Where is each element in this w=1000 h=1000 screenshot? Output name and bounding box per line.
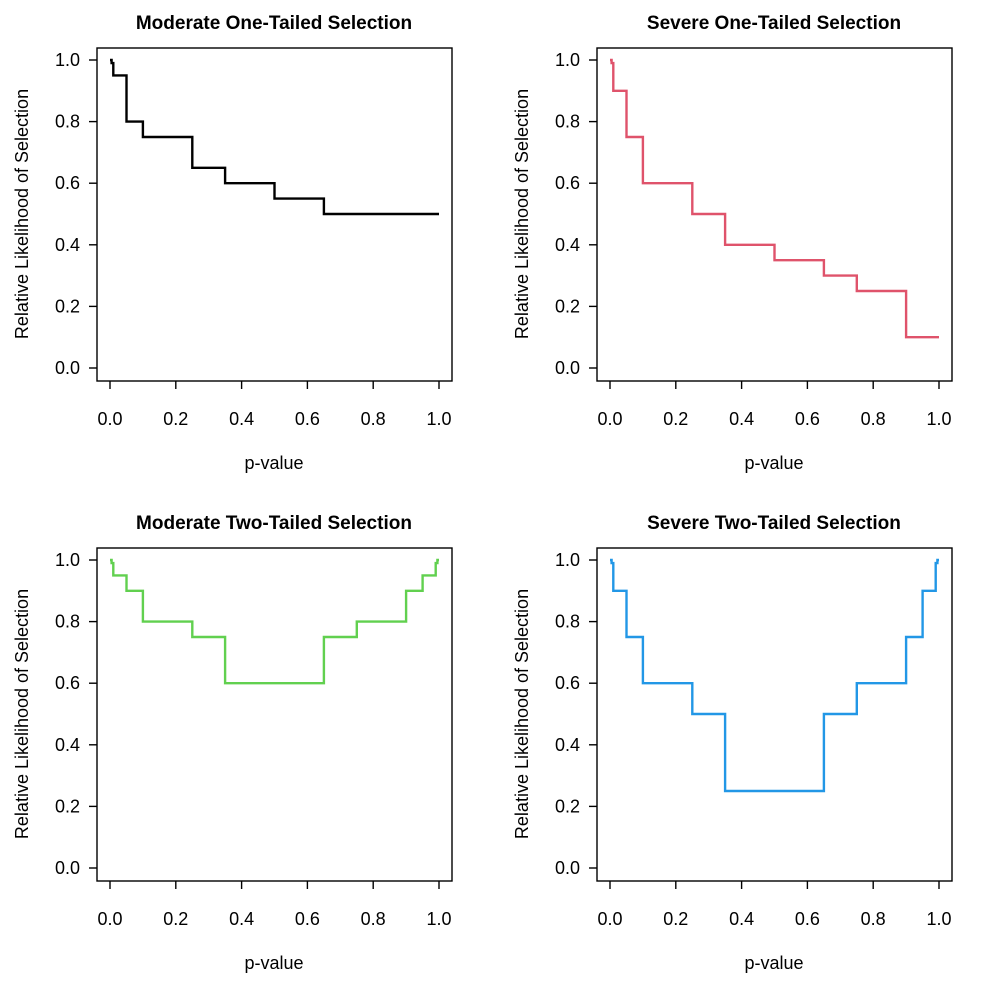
plot-box xyxy=(96,547,453,882)
y-tick-label: 1.0 xyxy=(555,50,580,70)
panel-severe-one-tailed: Severe One-Tailed Selection Relative Lik… xyxy=(500,0,1000,500)
y-tick-label: 0.8 xyxy=(555,112,580,132)
x-tick-label: 0.2 xyxy=(663,909,688,929)
x-tick-label: 1.0 xyxy=(426,409,451,429)
axis-ticks: 0.0 0.2 0.4 0.6 0.8 1.0 0.0 0.2 0.4 0.6 0.8 1.0 xyxy=(55,50,452,429)
x-tick-label: 0.8 xyxy=(861,409,886,429)
y-tick-label: 0.4 xyxy=(555,235,580,255)
x-tick-label: 0.4 xyxy=(229,409,254,429)
x-tick-label: 0.6 xyxy=(295,909,320,929)
y-tick-label: 1.0 xyxy=(555,550,580,570)
x-tick-label: 0.4 xyxy=(729,409,754,429)
step-line xyxy=(110,558,439,685)
y-tick-label: 0.0 xyxy=(55,858,80,878)
panel-moderate-two-tailed: Moderate Two-Tailed Selection Relative L… xyxy=(0,500,500,1000)
axis-ticks: 0.0 0.2 0.4 0.6 0.8 1.0 0.0 0.2 0.4 0.6 0.8 1.0 xyxy=(555,550,952,929)
x-tick-label: 0.4 xyxy=(229,909,254,929)
chart-severe-one-tailed: Severe One-Tailed Selection Relative Lik… xyxy=(512,13,953,473)
chart-title: Severe One-Tailed Selection xyxy=(647,13,901,34)
y-tick-label: 0.0 xyxy=(55,358,80,378)
y-tick-label: 0.8 xyxy=(55,112,80,132)
y-tick-label: 1.0 xyxy=(55,550,80,570)
axis-ticks: 0.0 0.2 0.4 0.6 0.8 1.0 0.0 0.2 0.4 0.6 0.8 1.0 xyxy=(555,50,952,429)
plot-box xyxy=(596,47,953,382)
x-tick-label: 0.4 xyxy=(729,909,754,929)
y-axis-label: Relative Likelihood of Selection xyxy=(512,589,532,839)
panel-severe-two-tailed: Severe Two-Tailed Selection Relative Lik… xyxy=(500,500,1000,1000)
chart-title: Moderate Two-Tailed Selection xyxy=(136,513,412,534)
y-tick-label: 0.2 xyxy=(55,296,80,316)
step-line xyxy=(610,558,939,793)
x-tick-label: 0.6 xyxy=(295,409,320,429)
y-tick-label: 0.4 xyxy=(555,735,580,755)
plot-box xyxy=(596,547,953,882)
y-tick-label: 0.0 xyxy=(555,358,580,378)
x-tick-label: 0.6 xyxy=(795,409,820,429)
x-tick-label: 0.2 xyxy=(163,409,188,429)
y-axis-label: Relative Likelihood of Selection xyxy=(12,89,32,339)
y-tick-label: 0.4 xyxy=(55,235,80,255)
chart-moderate-two-tailed: Moderate Two-Tailed Selection Relative L… xyxy=(12,513,453,973)
axis-ticks: 0.0 0.2 0.4 0.6 0.8 1.0 0.0 0.2 0.4 0.6 0.8 1.0 xyxy=(55,550,452,929)
plot-box xyxy=(96,47,453,382)
y-tick-label: 0.0 xyxy=(555,858,580,878)
x-tick-label: 1.0 xyxy=(926,409,951,429)
x-tick-label: 1.0 xyxy=(426,909,451,929)
step-line xyxy=(110,58,439,216)
x-tick-label: 0.0 xyxy=(597,409,622,429)
x-tick-label: 0.2 xyxy=(163,909,188,929)
y-tick-label: 0.2 xyxy=(55,796,80,816)
chart-severe-two-tailed: Severe Two-Tailed Selection Relative Lik… xyxy=(512,513,953,973)
x-tick-label: 0.8 xyxy=(361,909,386,929)
x-axis-label: p-value xyxy=(744,453,803,473)
x-tick-label: 0.8 xyxy=(361,409,386,429)
x-tick-label: 0.6 xyxy=(795,909,820,929)
y-tick-label: 0.6 xyxy=(55,673,80,693)
x-tick-label: 0.2 xyxy=(663,409,688,429)
x-tick-label: 0.0 xyxy=(597,909,622,929)
chart-moderate-one-tailed: Moderate One-Tailed Selection Relative L… xyxy=(12,13,453,473)
y-tick-label: 0.8 xyxy=(555,612,580,632)
y-axis-label: Relative Likelihood of Selection xyxy=(512,89,532,339)
panel-moderate-one-tailed: Moderate One-Tailed Selection Relative L… xyxy=(0,0,500,500)
y-tick-label: 0.6 xyxy=(555,173,580,193)
x-tick-label: 0.8 xyxy=(861,909,886,929)
x-tick-label: 0.0 xyxy=(97,909,122,929)
y-tick-label: 1.0 xyxy=(55,50,80,70)
y-tick-label: 0.4 xyxy=(55,735,80,755)
chart-title: Severe Two-Tailed Selection xyxy=(647,513,901,534)
y-axis-label: Relative Likelihood of Selection xyxy=(12,589,32,839)
y-tick-label: 0.6 xyxy=(555,673,580,693)
x-tick-label: 1.0 xyxy=(926,909,951,929)
chart-title: Moderate One-Tailed Selection xyxy=(136,13,412,34)
y-tick-label: 0.2 xyxy=(555,296,580,316)
y-tick-label: 0.2 xyxy=(555,796,580,816)
step-line xyxy=(610,58,939,339)
y-tick-label: 0.8 xyxy=(55,612,80,632)
y-tick-label: 0.6 xyxy=(55,173,80,193)
x-axis-label: p-value xyxy=(244,953,303,973)
x-axis-label: p-value xyxy=(244,453,303,473)
x-tick-label: 0.0 xyxy=(97,409,122,429)
x-axis-label: p-value xyxy=(744,953,803,973)
